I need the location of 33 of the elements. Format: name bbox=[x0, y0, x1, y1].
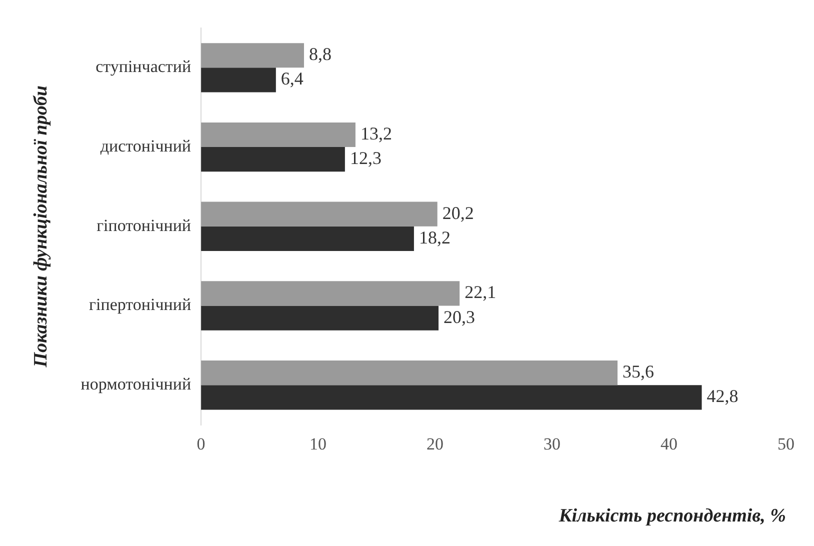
data-label: 22,1 bbox=[464, 282, 496, 302]
y-tick-label: дистонічний bbox=[100, 136, 192, 156]
bar bbox=[201, 306, 439, 330]
bar bbox=[201, 360, 618, 386]
data-label: 35,6 bbox=[622, 362, 654, 382]
data-label: 20,2 bbox=[442, 202, 474, 223]
bar bbox=[201, 226, 414, 251]
data-label: 8,8 bbox=[308, 44, 332, 64]
bar bbox=[201, 122, 356, 148]
y-tick-label: ступінчастий bbox=[96, 57, 192, 76]
y-tick-label: гіпотонічний bbox=[96, 216, 192, 235]
bar bbox=[201, 281, 460, 306]
bar bbox=[201, 147, 345, 172]
x-tick-label: 10 bbox=[310, 434, 327, 454]
x-tick-label: 0 bbox=[196, 434, 206, 454]
data-label: 18,2 bbox=[418, 227, 450, 248]
bar bbox=[201, 202, 438, 226]
x-axis-title: Кількість респондентів, % bbox=[558, 506, 786, 527]
y-tick-label: нормотонічний bbox=[80, 374, 192, 394]
data-label: 20,3 bbox=[444, 306, 476, 327]
x-tick-label: 20 bbox=[426, 434, 444, 454]
bar bbox=[201, 68, 276, 92]
bar bbox=[201, 43, 304, 68]
data-label: 6,4 bbox=[280, 68, 304, 89]
x-tick-label: 30 bbox=[544, 434, 561, 454]
y-tick-label: гіпертонічний bbox=[89, 295, 192, 314]
x-tick-label: 50 bbox=[778, 434, 794, 454]
bar bbox=[201, 385, 702, 410]
data-label: 12,3 bbox=[350, 148, 382, 168]
y-axis-title: Показники функціональної проби bbox=[30, 86, 52, 368]
data-label: 42,8 bbox=[706, 386, 738, 406]
data-label: 13,2 bbox=[360, 123, 392, 144]
x-tick-label: 40 bbox=[660, 434, 678, 454]
